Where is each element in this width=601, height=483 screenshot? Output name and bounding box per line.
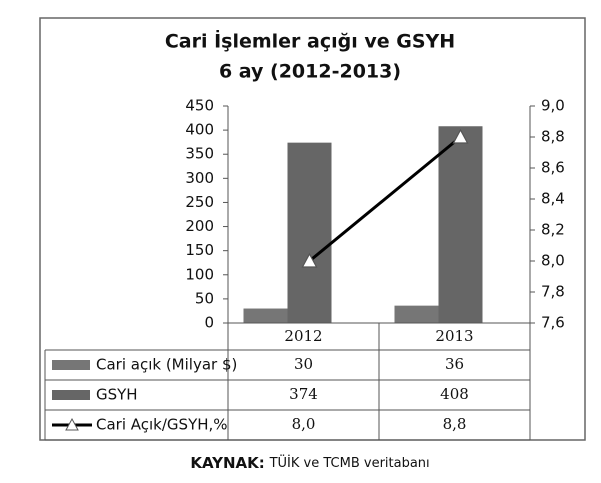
- legend-label: Cari Açık/GSYH,%: [96, 416, 228, 434]
- y2-tick-label: 7,6: [541, 314, 565, 332]
- y2-tick-label: 8,6: [541, 159, 565, 177]
- x-tick-label: 2012: [284, 327, 322, 345]
- bar: [243, 308, 288, 323]
- legend-key: [52, 360, 90, 370]
- y-tick-label: 450: [185, 97, 214, 115]
- chart-title: Cari İşlemler açığı ve GSYH: [165, 29, 455, 53]
- legend-label: GSYH: [96, 386, 138, 404]
- y2-tick-label: 8,4: [541, 190, 565, 208]
- y2-tick-label: 7,8: [541, 283, 565, 301]
- table-value: 8,0: [292, 415, 316, 433]
- legend-key: [52, 390, 90, 400]
- table-value: 374: [289, 385, 318, 403]
- x-tick-label: 2013: [435, 327, 473, 345]
- y-tick-label: 300: [185, 169, 214, 187]
- y2-tick-label: 9,0: [541, 97, 565, 115]
- bar: [287, 142, 332, 323]
- bar: [394, 305, 439, 323]
- y-tick-label: 250: [185, 193, 214, 211]
- legend-key: [65, 417, 79, 431]
- legend-label: Cari açık (Milyar $): [96, 356, 237, 374]
- chart-subtitle: 6 ay (2012-2013): [219, 61, 401, 83]
- y2-tick-label: 8,2: [541, 221, 565, 239]
- y-tick-label: 200: [185, 217, 214, 235]
- y-tick-label: 400: [185, 121, 214, 139]
- y-tick-label: 0: [204, 314, 214, 332]
- table-value: 408: [440, 385, 469, 403]
- y2-tick-label: 8,8: [541, 128, 565, 146]
- y-tick-label: 150: [185, 241, 214, 259]
- source-label: KAYNAK:: [190, 454, 264, 472]
- source-text: TÜİK ve TCMB veritabanı: [269, 454, 430, 471]
- source-note: KAYNAK: TÜİK ve TCMB veritabanı: [190, 454, 429, 472]
- y-tick-label: 50: [195, 289, 214, 307]
- table-value: 8,8: [443, 415, 467, 433]
- y2-tick-label: 8,0: [541, 252, 565, 270]
- table-value: 36: [445, 355, 464, 373]
- line: [308, 135, 462, 263]
- table-value: 30: [294, 355, 313, 373]
- line-marker: [301, 252, 318, 268]
- y-tick-label: 100: [185, 265, 214, 283]
- bar: [438, 126, 483, 324]
- line-marker: [452, 128, 469, 144]
- y-tick-label: 350: [185, 145, 214, 163]
